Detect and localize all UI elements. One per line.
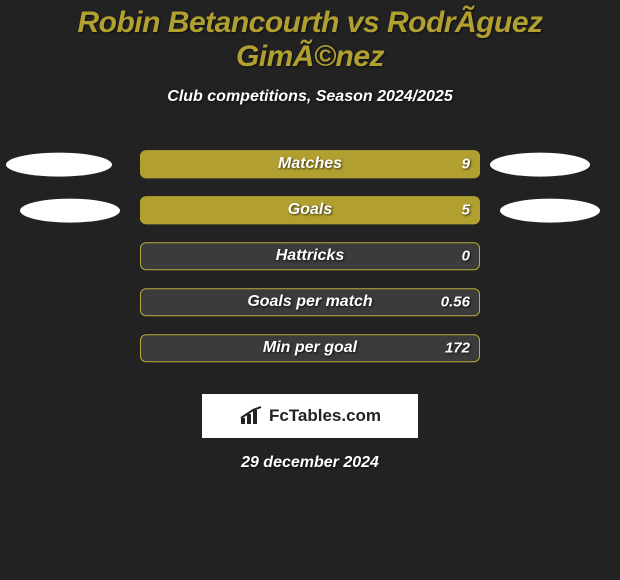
- stat-row: Min per goal172: [0, 328, 620, 374]
- stat-row: Matches9: [0, 144, 620, 190]
- stat-bar: Min per goal172: [140, 334, 480, 362]
- bar-value: 172: [445, 340, 470, 357]
- brand-badge[interactable]: FcTables.com: [202, 394, 418, 438]
- subtitle: Club competitions, Season 2024/2025: [0, 88, 620, 106]
- stat-rows: Matches9Goals5Hattricks0Goals per match0…: [0, 144, 620, 374]
- stat-bar: Goals per match0.56: [140, 288, 480, 316]
- left-ellipse: [20, 199, 120, 223]
- bar-value: 0.56: [441, 294, 470, 311]
- comparison-card: Robin Betancourth vs RodrÃ­guez GimÃ©nez…: [0, 0, 620, 580]
- bar-label: Hattricks: [140, 247, 480, 265]
- stat-row: Goals5: [0, 190, 620, 236]
- right-ellipse: [490, 153, 590, 177]
- left-ellipse: [6, 153, 112, 177]
- stat-bar: Goals5: [140, 196, 480, 224]
- right-ellipse: [500, 199, 600, 223]
- stat-bar: Hattricks0: [140, 242, 480, 270]
- bar-label: Goals per match: [140, 293, 480, 311]
- date-label: 29 december 2024: [0, 454, 620, 472]
- bar-label: Min per goal: [140, 339, 480, 357]
- bar-value: 0: [462, 248, 470, 265]
- bar-label: Goals: [140, 201, 480, 219]
- bar-value: 9: [462, 156, 470, 173]
- brand-text: FcTables.com: [269, 406, 381, 426]
- stat-bar: Matches9: [140, 150, 480, 178]
- bar-chart-icon: [239, 406, 263, 426]
- stat-row: Goals per match0.56: [0, 282, 620, 328]
- stat-row: Hattricks0: [0, 236, 620, 282]
- bar-label: Matches: [140, 155, 480, 173]
- bar-value: 5: [462, 202, 470, 219]
- page-title: Robin Betancourth vs RodrÃ­guez GimÃ©nez: [0, 0, 620, 74]
